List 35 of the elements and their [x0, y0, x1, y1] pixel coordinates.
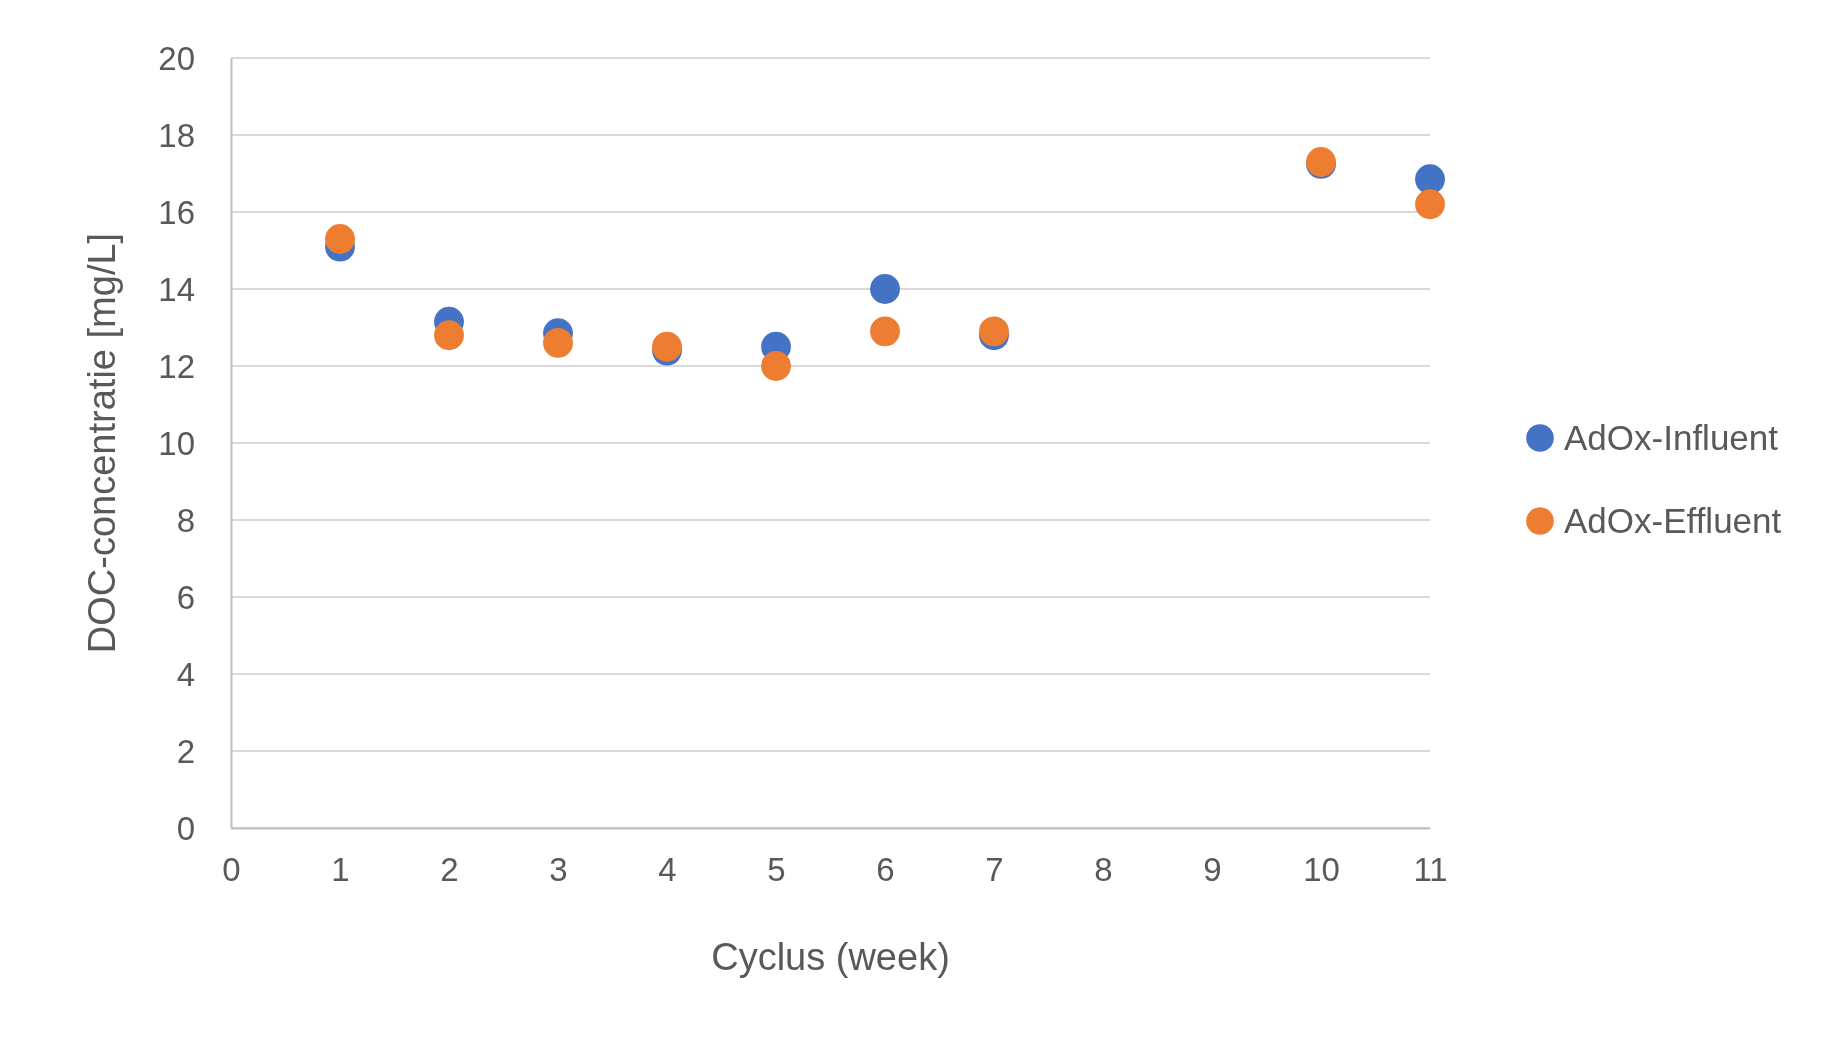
x-tick-label: 11	[1413, 851, 1448, 889]
y-tick-label: 8	[176, 502, 195, 540]
x-tick-label: 2	[440, 851, 459, 889]
x-tick-label: 8	[1094, 851, 1113, 889]
y-tick-label: 18	[158, 117, 195, 155]
point	[325, 224, 355, 254]
legend-label: AdOx-Influent	[1564, 418, 1779, 458]
y-tick-label: 4	[176, 656, 195, 694]
y-tick-label: 2	[176, 733, 195, 771]
point	[1415, 164, 1445, 195]
point	[1415, 189, 1445, 220]
x-tick-label: 9	[1203, 851, 1222, 889]
y-tick-label: 12	[158, 348, 195, 386]
y-tick-label: 6	[176, 579, 195, 617]
x-tick-label: 7	[985, 851, 1004, 889]
x-tick-label: 1	[331, 851, 350, 889]
y-tick-label: 0	[176, 810, 195, 848]
x-axis-title: Cyclus (week)	[711, 936, 950, 978]
point	[870, 316, 900, 347]
y-tick-label: 20	[158, 40, 195, 78]
x-tick-label: 0	[222, 851, 241, 889]
x-tick-label: 5	[767, 851, 786, 889]
point	[434, 320, 464, 351]
y-axis-title: DOC-concentratie [mg/L]	[81, 232, 123, 654]
y-tick-label: 10	[158, 425, 195, 463]
point	[543, 328, 573, 358]
x-tick-label: 3	[549, 851, 568, 889]
y-tick-label: 16	[158, 194, 195, 232]
x-tick-label: 6	[876, 851, 895, 889]
point	[870, 274, 900, 304]
y-tick-label: 14	[158, 271, 195, 309]
x-tick-label: 4	[658, 851, 677, 889]
legend-label: AdOx-Effluent	[1564, 501, 1782, 541]
point	[761, 351, 791, 381]
x-tick-label: 10	[1303, 851, 1340, 889]
